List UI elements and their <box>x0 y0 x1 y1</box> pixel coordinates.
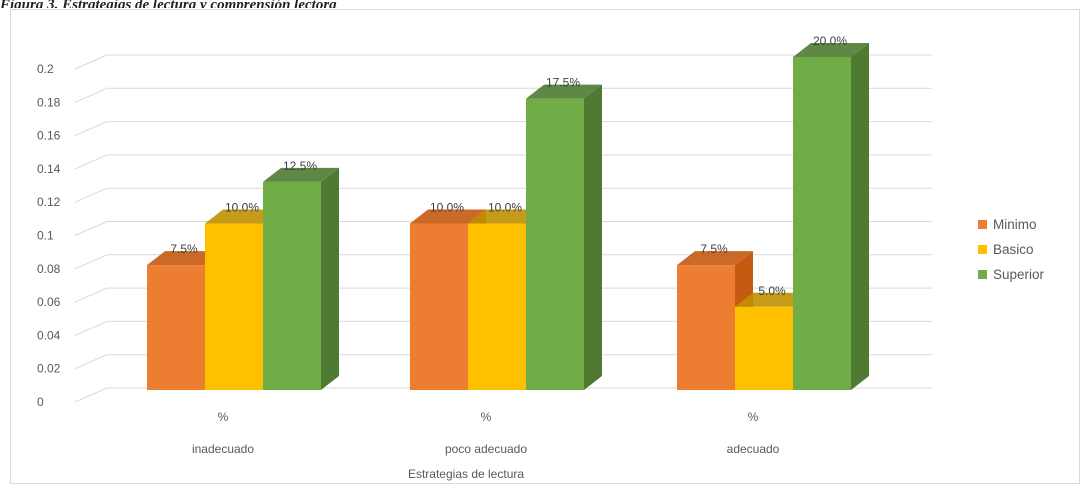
gridline-diag <box>74 221 108 236</box>
x-category-unit: % <box>748 410 759 424</box>
data-label: 10.0% <box>430 201 464 215</box>
x-category-unit: % <box>481 410 492 424</box>
bar-top <box>735 292 811 307</box>
x-axis-title: Estrategias de lectura <box>408 467 524 481</box>
legend-label: Superior <box>993 267 1045 282</box>
y-tick-label: 0.1 <box>37 229 54 243</box>
gridline-diag <box>74 154 108 170</box>
bar-top <box>263 167 339 182</box>
data-label: 7.5% <box>700 242 728 256</box>
bar <box>410 223 468 390</box>
data-label: 5.0% <box>758 284 786 298</box>
data-label: 20.0% <box>813 34 847 48</box>
gridline-diag <box>74 121 108 137</box>
x-category-label: adecuado <box>727 442 780 456</box>
bar <box>147 265 205 390</box>
bar-side <box>321 167 339 390</box>
bar-top <box>468 209 544 224</box>
bar-top <box>677 251 753 266</box>
legend-item: Superior <box>978 262 1044 287</box>
legend-label: Basico <box>993 242 1034 257</box>
gridline-diag <box>74 387 108 403</box>
legend-swatch <box>978 245 987 254</box>
bar <box>263 181 321 390</box>
figure-caption: Figura 3. Estrategias de lectura y compr… <box>0 0 337 8</box>
bar-top <box>526 84 602 99</box>
y-tick-label: 0.18 <box>37 95 61 109</box>
bar <box>677 265 735 390</box>
legend-swatch <box>978 270 987 279</box>
y-tick-label: 0.16 <box>37 129 61 143</box>
x-category-label: poco adecuado <box>445 442 527 456</box>
data-label: 10.0% <box>225 201 259 215</box>
y-tick-label: 0.04 <box>37 328 61 342</box>
bar-side <box>584 84 602 390</box>
bar-top <box>410 209 486 224</box>
bar-top <box>793 43 869 57</box>
bar-side <box>851 43 869 390</box>
bar <box>526 98 584 390</box>
bar-top <box>147 251 223 266</box>
data-label: 7.5% <box>170 242 198 256</box>
gridline-diag <box>74 320 108 336</box>
gridline-diag <box>74 354 108 370</box>
x-category-unit: % <box>218 410 229 424</box>
gridline-diag <box>74 187 108 203</box>
gridline-diag <box>74 254 108 270</box>
gridline-diag <box>74 287 108 303</box>
legend-item: Basico <box>978 237 1044 262</box>
data-label: 17.5% <box>546 76 580 90</box>
bar <box>735 306 793 390</box>
bar <box>205 223 263 390</box>
y-tick-label: 0 <box>37 395 44 409</box>
chart-frame <box>10 9 1080 484</box>
y-tick-label: 0.12 <box>37 195 61 209</box>
legend-label: Minimo <box>993 217 1037 232</box>
y-tick-label: 0.08 <box>37 262 61 276</box>
y-tick-label: 0.02 <box>37 362 61 376</box>
data-label: 12.5% <box>283 159 317 173</box>
y-tick-label: 0.2 <box>37 62 54 76</box>
gridline-diag <box>74 87 108 103</box>
bar <box>468 223 526 390</box>
bar-top <box>205 209 281 224</box>
data-label: 10.0% <box>488 201 522 215</box>
chart-legend: Minimo Basico Superior <box>978 212 1044 287</box>
x-category-label: inadecuado <box>192 442 254 456</box>
gridline-diag <box>74 54 108 70</box>
legend-item: Minimo <box>978 212 1044 237</box>
legend-swatch <box>978 220 987 229</box>
y-tick-label: 0.14 <box>37 162 61 176</box>
bar <box>793 57 851 390</box>
y-tick-label: 0.06 <box>37 295 61 309</box>
